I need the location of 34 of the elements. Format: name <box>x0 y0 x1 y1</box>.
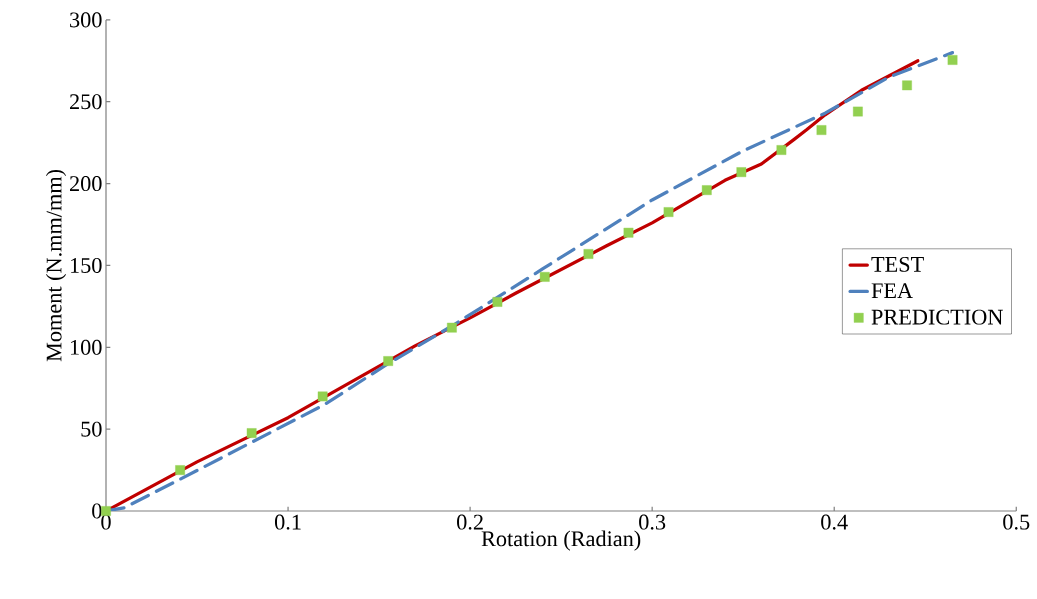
legend-label: FEA <box>871 283 913 298</box>
point <box>853 106 863 117</box>
x-tick-label: 0.3 <box>639 514 666 530</box>
point <box>947 55 958 65</box>
y-axis-title: Moment (N.mm/mm) <box>45 169 67 362</box>
legend-label: TEST <box>871 256 924 272</box>
point <box>816 125 827 135</box>
point <box>902 80 912 91</box>
y-tick-label: 0 <box>92 503 102 519</box>
point <box>701 185 712 195</box>
x-tick-label: 0.4 <box>821 514 848 530</box>
point <box>583 249 594 259</box>
point <box>776 145 787 155</box>
y-tick-label: 150 <box>70 257 102 273</box>
point <box>246 428 257 438</box>
y-tick-label: 250 <box>70 94 102 110</box>
point <box>492 297 503 307</box>
y-tick-label: 100 <box>70 339 102 355</box>
point <box>623 227 634 238</box>
point <box>447 322 457 333</box>
y-tick-label: 300 <box>70 12 102 28</box>
point <box>317 391 328 402</box>
x-axis-title: Rotation (Radian) <box>481 530 641 551</box>
point <box>539 271 550 282</box>
legend-label: PREDICTION <box>871 309 1003 325</box>
point <box>663 207 674 217</box>
x-tick-label: 0.2 <box>457 514 483 530</box>
point <box>383 356 394 366</box>
y-tick-label: 200 <box>70 175 102 192</box>
point <box>175 465 185 475</box>
point <box>736 167 747 177</box>
x-tick-label: 0.5 <box>1003 514 1030 530</box>
y-tick-label: 50 <box>81 421 102 437</box>
x-tick-label: 0.1 <box>274 514 301 530</box>
